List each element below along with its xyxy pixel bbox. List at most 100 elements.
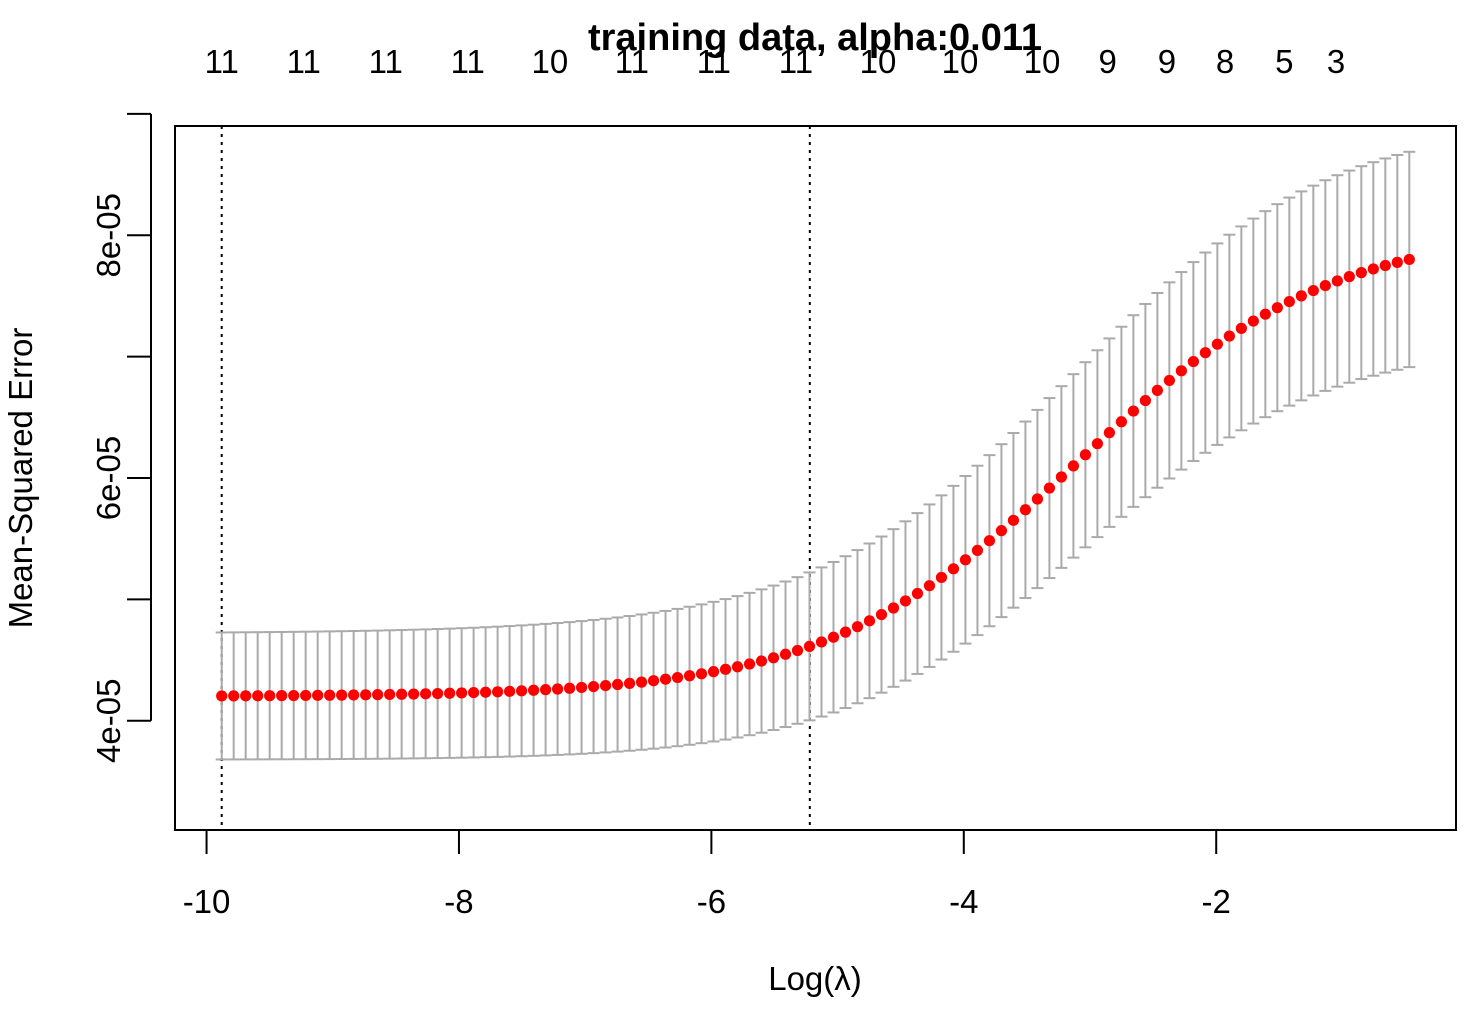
mse-point xyxy=(1055,471,1068,483)
mse-point xyxy=(527,684,540,696)
mse-point xyxy=(683,670,696,682)
mse-point xyxy=(959,554,972,566)
mse-point xyxy=(887,602,900,614)
mse-point xyxy=(539,684,552,696)
lambda-markers xyxy=(220,126,811,830)
mse-point xyxy=(803,640,816,652)
mse-point xyxy=(659,673,672,685)
mse-point xyxy=(396,688,408,700)
mse-point xyxy=(779,648,792,660)
mse-point xyxy=(1283,295,1295,308)
mse-point xyxy=(276,690,288,702)
mse-point xyxy=(372,689,384,701)
plot-frame xyxy=(174,125,1457,831)
mse-point xyxy=(719,663,732,675)
mse-point xyxy=(456,687,468,699)
mse-point xyxy=(983,535,996,547)
mse-point xyxy=(336,689,348,701)
mse-point xyxy=(1091,438,1104,450)
top-count-label: 10 xyxy=(860,43,897,80)
mse-point xyxy=(1247,315,1259,327)
mse-point xyxy=(1319,279,1331,292)
mse-point xyxy=(432,687,444,700)
mse-point xyxy=(1235,322,1247,334)
mse-point xyxy=(1271,302,1283,314)
mse-point xyxy=(1019,504,1032,516)
mse-point xyxy=(635,676,648,688)
mse-point xyxy=(551,683,564,695)
top-count-label: 10 xyxy=(1024,43,1061,80)
mse-point xyxy=(1211,338,1223,350)
top-count-label: 11 xyxy=(451,43,485,80)
mse-point xyxy=(695,668,708,680)
top-count-label: 11 xyxy=(697,43,731,80)
error-bars xyxy=(215,150,1416,761)
mse-point xyxy=(468,686,480,699)
mse-point xyxy=(707,666,720,678)
mse-point xyxy=(408,688,420,700)
mse-point xyxy=(1355,267,1367,279)
mse-point xyxy=(444,687,456,699)
y-tick-label: 6e-05 xyxy=(90,436,127,520)
top-count-label: 11 xyxy=(205,43,239,80)
mse-point xyxy=(1175,365,1187,377)
mse-point xyxy=(1367,263,1379,275)
y-tick-label: 4e-05 xyxy=(90,679,127,763)
mse-point xyxy=(1259,308,1271,320)
mse-point xyxy=(995,525,1008,537)
mse-point xyxy=(384,688,396,701)
mse-point xyxy=(1007,514,1020,526)
mse-point xyxy=(575,681,588,694)
mse-point xyxy=(312,689,324,701)
mse-point xyxy=(240,690,252,702)
top-count-label: 8 xyxy=(1216,43,1234,80)
x-axis-label: Log(λ) xyxy=(768,960,862,997)
mse-point xyxy=(1199,347,1211,359)
mean-points xyxy=(216,253,1415,702)
mse-point xyxy=(504,685,516,697)
mse-point xyxy=(1067,460,1080,472)
mse-point xyxy=(1379,259,1391,272)
mse-point xyxy=(1127,405,1139,417)
mse-point xyxy=(671,671,684,684)
mse-point xyxy=(1103,427,1116,439)
mse-point xyxy=(947,563,960,575)
mse-point xyxy=(216,690,228,702)
top-count-label: 11 xyxy=(779,43,813,80)
mse-point xyxy=(288,689,300,702)
mse-point xyxy=(360,689,372,701)
mse-point xyxy=(252,690,264,702)
mse-point xyxy=(1331,275,1343,287)
mse-point xyxy=(1295,290,1307,302)
mse-point xyxy=(587,680,600,693)
mse-point xyxy=(851,621,864,633)
mse-point xyxy=(228,690,240,702)
mse-point xyxy=(480,686,492,698)
mse-point xyxy=(767,652,780,664)
mse-point xyxy=(1043,482,1056,494)
mse-point xyxy=(599,679,612,692)
mse-point xyxy=(1223,330,1235,342)
mse-point xyxy=(1343,271,1355,283)
mse-point xyxy=(911,587,924,600)
x-tick-label: -2 xyxy=(1202,883,1231,920)
mse-point xyxy=(647,675,660,687)
mse-point xyxy=(815,636,828,648)
mse-point xyxy=(1115,416,1127,428)
mse-point xyxy=(1151,384,1163,396)
x-tick-label: -6 xyxy=(697,883,726,920)
top-count-label: 10 xyxy=(531,43,568,80)
mse-point xyxy=(1139,394,1151,407)
top-count-label: 11 xyxy=(369,43,403,80)
mse-point xyxy=(300,689,312,702)
y-axis-label: Mean-Squared Error xyxy=(2,328,39,629)
top-count-label: 11 xyxy=(287,43,321,80)
mse-point xyxy=(611,678,624,691)
y-axis: 4e-05 6e-05 8e-05 xyxy=(90,112,152,763)
mse-point xyxy=(492,686,504,698)
top-count-axis: 11 11 11 11 10 11 11 11 10 10 10 9 9 8 5 3 xyxy=(205,43,1346,80)
top-count-label: 3 xyxy=(1327,43,1345,80)
mse-point xyxy=(1079,449,1092,461)
mse-point xyxy=(899,595,912,607)
